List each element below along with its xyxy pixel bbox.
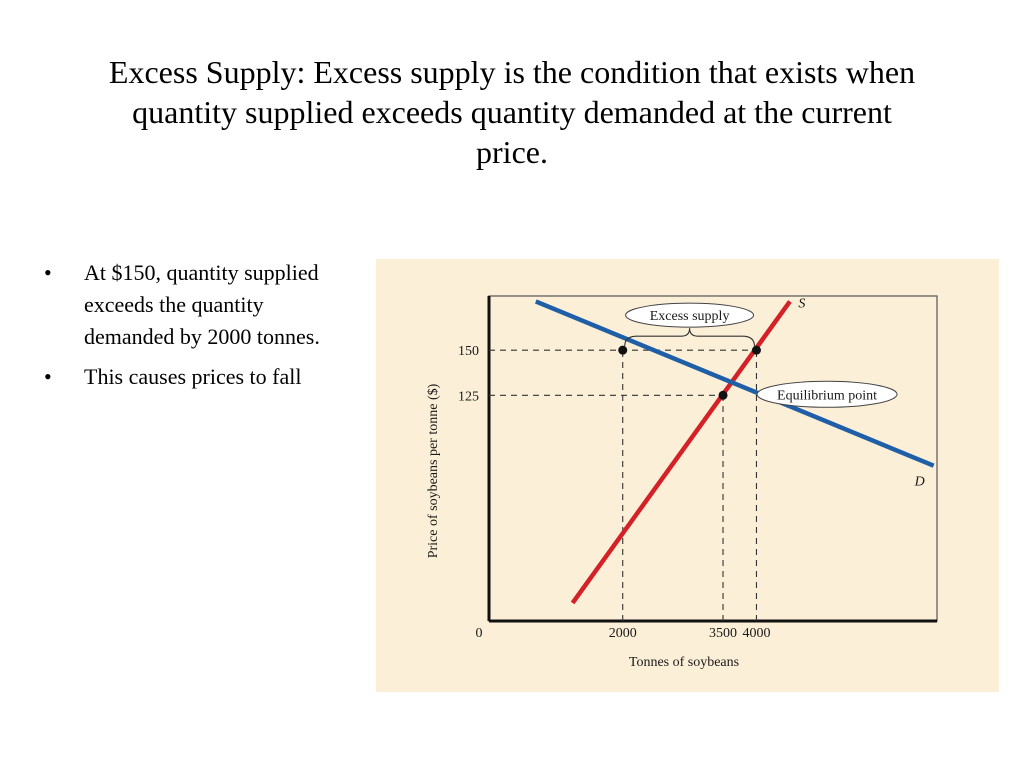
series-lines: [534, 299, 935, 605]
y-tick-label: 150: [458, 344, 479, 359]
reference-lines: [489, 349, 758, 621]
x-tick-label: 3500: [709, 626, 737, 641]
annotation-label: Excess supply: [650, 309, 730, 324]
series-label: S: [798, 296, 805, 311]
bullet-text: At $150, quantity supplied exceeds the q…: [84, 260, 320, 349]
tick-labels: 2000 3500 4000 125 150: [458, 344, 770, 641]
y-tick-label: 125: [458, 389, 479, 404]
plot-frame: [488, 295, 938, 622]
highlight-point: [618, 345, 628, 355]
highlight-point: [751, 345, 761, 355]
chart-panel: 2000 3500 4000 125 150 0 Tonnes of soybeans …: [376, 259, 999, 692]
bullet-item: • This causes prices to fall: [44, 361, 344, 393]
annotation-label: Equilibrium point: [777, 388, 877, 403]
bullet-text: This causes prices to fall: [84, 364, 302, 389]
excess-supply-brace: [624, 328, 756, 347]
series-line-d: [534, 299, 935, 468]
slide-title: Excess Supply: Excess supply is the cond…: [108, 54, 916, 170]
series-label: D: [914, 475, 925, 490]
origin-label: 0: [476, 626, 483, 641]
bullet-item: • At $150, quantity supplied exceeds the…: [44, 257, 344, 353]
bullet-marker: •: [44, 364, 52, 389]
annotation-bubble: [625, 302, 755, 328]
x-tick-label: 2000: [609, 626, 637, 641]
bullet-list: • At $150, quantity supplied exceeds the…: [44, 257, 344, 401]
annotations: Excess supply Equilibrium point: [624, 302, 898, 408]
highlight-points: [618, 345, 761, 400]
series-labels: SD: [798, 296, 924, 489]
x-axis-label: Tonnes of soybeans: [629, 655, 739, 670]
bullet-marker: •: [44, 260, 52, 285]
annotation-bubble: [756, 380, 898, 408]
x-tick-label: 4000: [742, 626, 770, 641]
y-axis-label: Price of soybeans per tonne ($): [426, 383, 441, 558]
highlight-point: [718, 390, 728, 400]
